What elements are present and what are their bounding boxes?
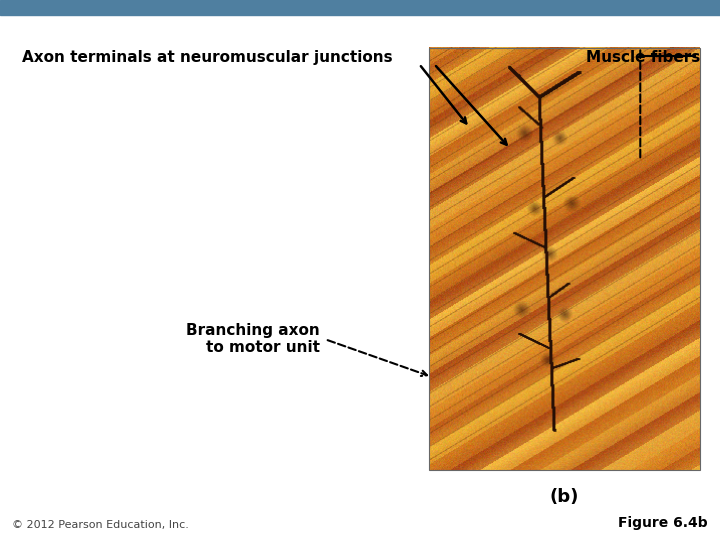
Text: Axon terminals at neuromuscular junctions: Axon terminals at neuromuscular junction…	[22, 50, 392, 65]
Text: Branching axon
to motor unit: Branching axon to motor unit	[186, 323, 320, 355]
Text: © 2012 Pearson Education, Inc.: © 2012 Pearson Education, Inc.	[12, 520, 189, 530]
Bar	[0, 0, 720, 15]
Text: Figure 6.4b: Figure 6.4b	[618, 516, 708, 530]
Text: (b): (b)	[550, 488, 579, 506]
Bar	[429, 48, 700, 470]
Text: Muscle fibers: Muscle fibers	[586, 50, 700, 65]
